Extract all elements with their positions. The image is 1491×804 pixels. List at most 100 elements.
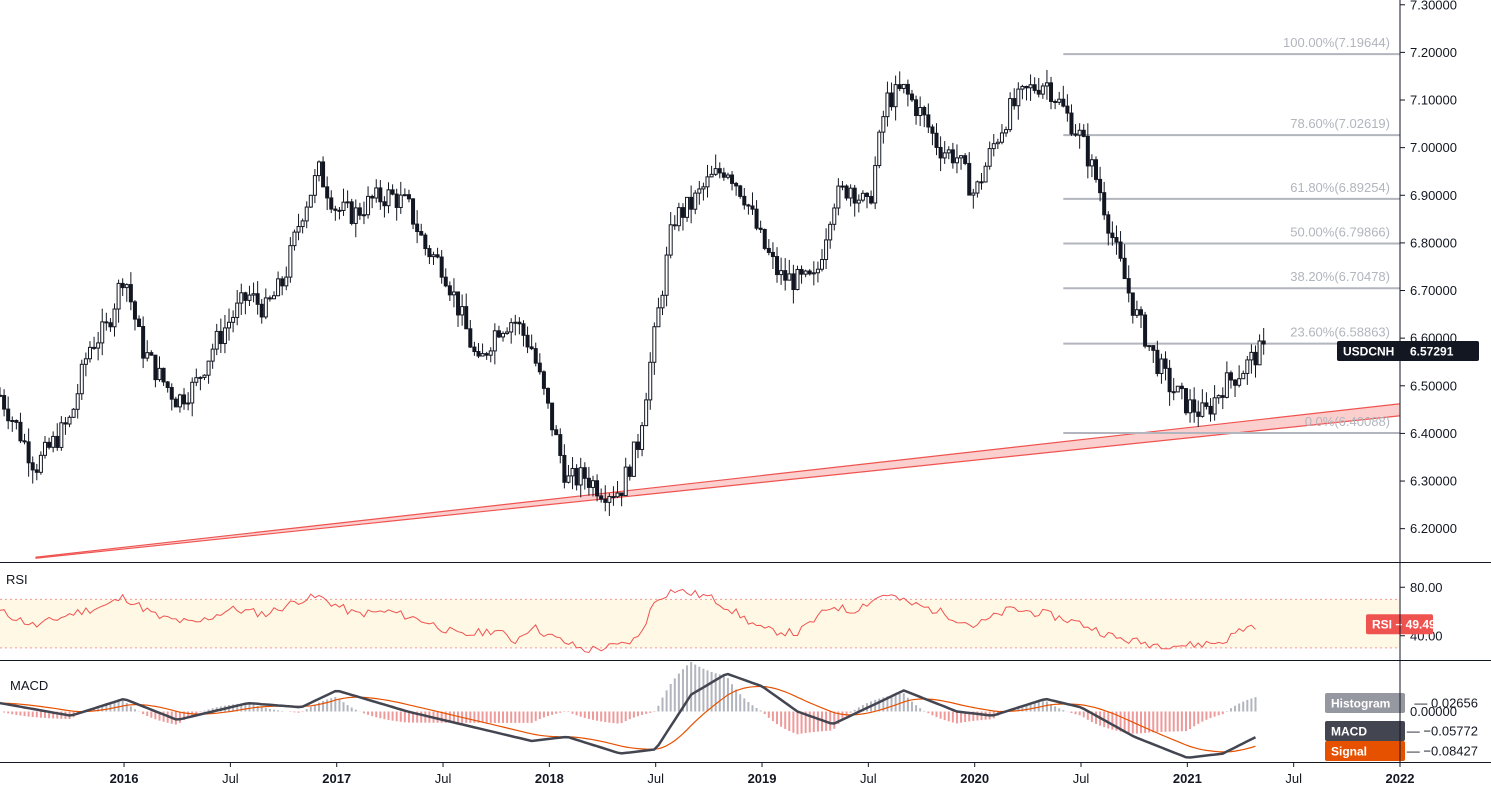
candle-body bbox=[930, 126, 935, 134]
candle-body bbox=[517, 321, 522, 325]
candle bbox=[803, 269, 808, 278]
candle-body bbox=[758, 227, 763, 230]
last-price-symbol: USDCNH bbox=[1343, 345, 1394, 359]
candle bbox=[611, 486, 616, 506]
candle bbox=[668, 212, 673, 259]
candle-body bbox=[316, 161, 321, 177]
candle-body bbox=[909, 93, 914, 101]
candle-body bbox=[100, 321, 105, 344]
candle-body bbox=[963, 155, 968, 164]
candle bbox=[746, 203, 751, 215]
candle-body bbox=[689, 196, 694, 210]
candle-body bbox=[26, 441, 31, 464]
candle-body bbox=[505, 331, 510, 334]
candle-body bbox=[1196, 411, 1201, 417]
candle-body bbox=[161, 367, 166, 383]
candle-body bbox=[1233, 379, 1238, 386]
candle bbox=[1044, 69, 1049, 100]
candle-body bbox=[599, 495, 604, 500]
candle-body bbox=[717, 168, 722, 174]
candle bbox=[1008, 92, 1013, 133]
candle bbox=[566, 464, 571, 484]
candle-body bbox=[1004, 129, 1009, 134]
candle-body bbox=[1122, 257, 1127, 280]
candle bbox=[713, 154, 718, 176]
candle-body bbox=[341, 201, 346, 211]
candle bbox=[251, 282, 256, 303]
candle bbox=[443, 268, 448, 288]
candle-body bbox=[116, 282, 121, 310]
candle-body bbox=[186, 402, 191, 405]
candle bbox=[370, 194, 375, 209]
candle-body bbox=[132, 301, 137, 320]
candle bbox=[799, 265, 804, 284]
candle bbox=[96, 331, 101, 361]
candle bbox=[525, 326, 530, 354]
candle bbox=[1224, 361, 1229, 399]
candle-body bbox=[124, 284, 129, 289]
candle bbox=[472, 341, 477, 356]
candle-body bbox=[607, 496, 612, 503]
candle bbox=[349, 198, 354, 226]
candle-body bbox=[63, 422, 68, 425]
candle bbox=[161, 367, 166, 386]
histogram-tag: Histogram — 0.02656 bbox=[1325, 693, 1478, 713]
candle-body bbox=[435, 254, 440, 258]
candle-body bbox=[1249, 351, 1254, 361]
candle bbox=[361, 201, 366, 225]
candle-body bbox=[14, 420, 19, 423]
candle-body bbox=[811, 272, 816, 275]
candle bbox=[652, 322, 657, 375]
candle bbox=[918, 96, 923, 127]
candle bbox=[300, 218, 305, 234]
candle bbox=[1179, 382, 1184, 400]
candle bbox=[595, 474, 600, 502]
candle bbox=[1228, 370, 1233, 389]
candle-body bbox=[1237, 378, 1242, 386]
candle-body bbox=[975, 181, 980, 194]
candle-body bbox=[202, 374, 207, 378]
fib-level-label: 23.60%(6.58863) bbox=[1290, 325, 1390, 340]
candle-body bbox=[709, 173, 714, 178]
candle bbox=[631, 441, 636, 477]
candle-body bbox=[783, 270, 788, 281]
candle bbox=[995, 138, 1000, 149]
candle bbox=[787, 259, 792, 281]
candle bbox=[390, 184, 395, 196]
last-price-value: 6.57291 bbox=[1410, 345, 1454, 359]
candle-body bbox=[476, 351, 481, 357]
candle bbox=[325, 176, 330, 211]
candle bbox=[1040, 83, 1045, 99]
candle bbox=[423, 232, 428, 256]
price-tick-label: 6.20000 bbox=[1410, 521, 1457, 536]
candle bbox=[975, 180, 980, 198]
candle-body bbox=[1179, 385, 1184, 390]
candle-body bbox=[1147, 345, 1152, 348]
candle-body bbox=[1228, 372, 1233, 381]
candle-body bbox=[329, 197, 334, 210]
candle bbox=[296, 213, 301, 241]
candle bbox=[202, 374, 207, 381]
candle bbox=[721, 167, 726, 181]
candle bbox=[411, 198, 416, 230]
candle bbox=[979, 172, 984, 190]
candle bbox=[1220, 387, 1225, 410]
candle-body bbox=[652, 326, 657, 363]
candle bbox=[1126, 265, 1131, 303]
candle-body bbox=[1192, 399, 1197, 413]
candle-body bbox=[177, 394, 182, 408]
candle-body bbox=[468, 328, 473, 348]
candle bbox=[357, 202, 362, 220]
candle-body bbox=[656, 307, 661, 328]
candle-body bbox=[1126, 278, 1131, 294]
candle-body bbox=[439, 256, 444, 278]
candle-body bbox=[42, 441, 47, 456]
candle bbox=[1004, 126, 1009, 137]
candle-body bbox=[578, 467, 583, 486]
candle bbox=[934, 123, 939, 156]
candle-body bbox=[288, 245, 293, 278]
candle bbox=[734, 181, 739, 196]
candle bbox=[762, 228, 767, 251]
candle bbox=[505, 327, 510, 335]
